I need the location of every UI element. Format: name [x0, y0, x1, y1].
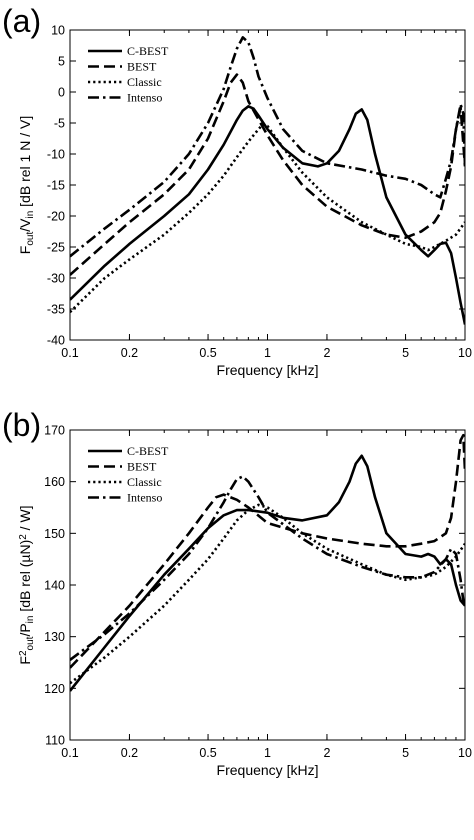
y-axis-label-mid_sub: in	[25, 211, 36, 219]
y-tick-label: 5	[58, 55, 65, 69]
x-tick-label: 1	[264, 346, 271, 360]
series-line-c-best	[70, 105, 465, 325]
series-lines	[70, 433, 465, 692]
series-line-intenso	[70, 36, 465, 258]
legend-entry-intenso: Intenso	[127, 491, 162, 505]
x-tick-label: 2	[323, 746, 330, 760]
x-tick-label: 0.5	[199, 746, 216, 760]
x-tick-label: 2	[323, 346, 330, 360]
y-tick-label: 120	[44, 682, 65, 696]
x-axis-label: Frequency [kHz]	[217, 762, 319, 778]
x-axis-label: Frequency [kHz]	[217, 362, 319, 378]
y-tick-label: -20	[47, 210, 65, 224]
legend-entry-c-best: C-BEST	[127, 444, 169, 458]
panel-b-chart: (b) 0.1 0.2 0.5 1 2 5 10 110 120 130 140 150 160 170 Fr…	[2, 407, 472, 778]
y-tick-label: -10	[47, 148, 65, 162]
y-tick-label: 150	[44, 527, 65, 541]
y-axis-label: Fout/Vin [dB rel 1 N / V]	[17, 116, 36, 254]
x-tick-label: 0.2	[121, 346, 138, 360]
y-tick-label: -30	[47, 272, 65, 286]
y-axis-label-tail: / W]	[17, 505, 33, 534]
series-line-best	[70, 73, 465, 276]
y-axis-label-pre: F	[17, 246, 33, 255]
x-tick-label: 0.2	[121, 746, 138, 760]
y-tick-label: 0	[58, 86, 65, 100]
panel-label: (b)	[2, 407, 41, 443]
x-tick-label: 5	[402, 746, 409, 760]
series-lines	[70, 36, 465, 325]
series-line-classic	[70, 122, 465, 314]
x-tick-label: 10	[458, 746, 472, 760]
y-tick-label: -5	[54, 117, 65, 131]
x-tick-label: 0.1	[61, 746, 78, 760]
y-axis-label-pre_sup: 2	[18, 650, 29, 656]
y-tick-label: 110	[45, 734, 65, 748]
x-tick-label: 1	[264, 746, 271, 760]
y-axis-label-pre_sub: out	[25, 232, 36, 246]
y-tick-label: -15	[47, 179, 65, 193]
y-tick-label: -40	[47, 334, 65, 348]
y-axis-label-post: [dB rel (µN)	[17, 540, 33, 616]
y-tick-label: 10	[51, 24, 65, 38]
y-axis-label-pre_sub: out	[25, 636, 36, 650]
y-tick-label: -25	[47, 241, 65, 255]
x-tick-label: 5	[402, 346, 409, 360]
legend-entry-best: BEST	[127, 460, 157, 474]
x-tick-label: 0.5	[199, 346, 216, 360]
x-tick-label: 0.1	[61, 346, 78, 360]
y-axis-label-post: [dB rel 1 N / V]	[17, 116, 33, 211]
series-line-intenso	[70, 475, 465, 661]
y-axis-label-mid_sub: in	[25, 616, 36, 624]
y-axis-label-mid: /P	[17, 623, 33, 636]
legend-entry-classic: Classic	[127, 475, 162, 489]
y-tick-label: 160	[44, 475, 65, 489]
y-tick-label: 130	[44, 630, 65, 644]
y-tick-label: -35	[47, 303, 65, 317]
y-axis-label: F2out/Pin [dB rel (µN)2 / W]	[17, 505, 36, 664]
y-tick-label: 140	[44, 579, 65, 593]
series-line-classic	[70, 503, 465, 685]
legend-entry-c-best: C-BEST	[127, 44, 169, 58]
legend-entry-best: BEST	[127, 60, 157, 74]
panel-a-chart: (a) 0.1 0.2 0.5 1 2 5 10 -40 -35 -30 -25 -20 -15 -10 -5…	[2, 3, 472, 378]
y-axis-label-mid: /V	[17, 218, 33, 232]
y-axis-label-post_sup: 2	[18, 534, 29, 540]
legend-entry-classic: Classic	[127, 75, 162, 89]
y-axis-label-pre: F	[17, 656, 33, 665]
y-tick-label: 170	[44, 424, 65, 438]
x-tick-label: 10	[458, 346, 472, 360]
legend-entry-intenso: Intenso	[127, 91, 162, 105]
panel-label: (a)	[2, 3, 41, 39]
